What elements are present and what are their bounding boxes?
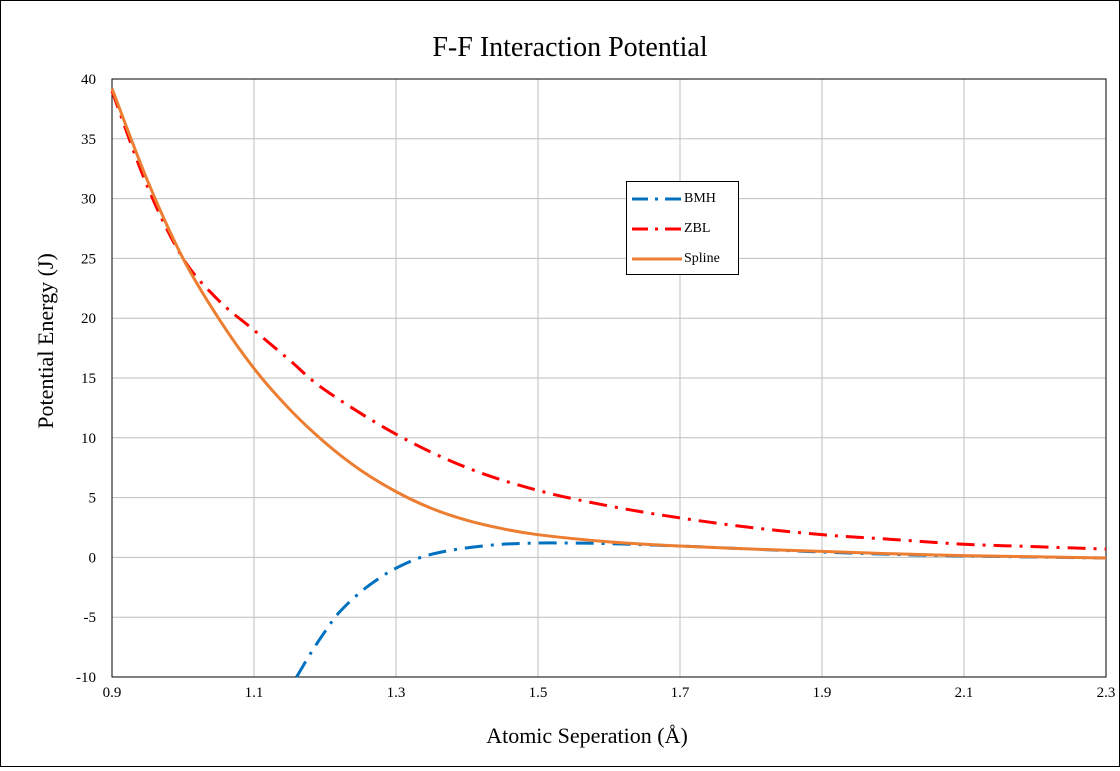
- legend: BMH ZBL Spline: [626, 181, 739, 275]
- x-tick-label: 1.1: [245, 685, 264, 701]
- series-line-spline: [110, 88, 1107, 560]
- x-tick-label: 2.1: [955, 685, 974, 701]
- legend-label-zbl: ZBL: [684, 221, 711, 236]
- chart-title: F-F Interaction Potential: [432, 32, 708, 63]
- y-tick-label: 0: [89, 550, 97, 566]
- x-tick-label: 2.3: [1097, 685, 1116, 701]
- legend-swatch-spline: [632, 257, 682, 261]
- x-tick-label: 1.5: [529, 685, 548, 701]
- y-tick-label: 20: [81, 311, 96, 327]
- y-tick-label: -10: [76, 670, 96, 686]
- plot-area-border: [111, 78, 1107, 678]
- y-tick-label: 5: [89, 491, 97, 507]
- y-axis-label: Potential Energy (J): [33, 253, 58, 429]
- grid-lines: [111, 78, 1107, 678]
- legend-swatch-bmh: [632, 197, 682, 201]
- y-tick-label: 15: [81, 371, 96, 387]
- x-tick-label: 1.7: [671, 685, 690, 701]
- y-tick-label: 40: [81, 72, 96, 88]
- x-tick-label: 0.9: [103, 685, 122, 701]
- legend-item-zbl: ZBL: [627, 215, 738, 243]
- series-line-zbl: [110, 90, 1107, 551]
- y-tick-label: 30: [81, 192, 96, 208]
- x-tick-label: 1.3: [387, 685, 406, 701]
- y-tick-label: 25: [81, 251, 96, 267]
- series-line-bmh: [295, 541, 1107, 678]
- y-tick-label: 35: [81, 132, 96, 148]
- legend-item-bmh: BMH: [627, 185, 738, 213]
- legend-label-spline: Spline: [684, 251, 720, 266]
- legend-label-bmh: BMH: [684, 191, 716, 206]
- x-axis-ticks: 0.9 1.1 1.3 1.5 1.7 1.9 2.1 2.3: [103, 685, 1116, 701]
- x-axis-label: Atomic Seperation (Å): [486, 723, 688, 748]
- y-tick-label: -5: [84, 610, 97, 626]
- x-tick-label: 1.9: [813, 685, 832, 701]
- legend-swatch-zbl: [632, 227, 682, 231]
- y-tick-label: 10: [81, 431, 96, 447]
- y-axis-ticks: -10 -5 0 5 10 15 20 25 30 35 40: [76, 72, 96, 686]
- series-lines: [110, 88, 1107, 678]
- legend-item-spline: Spline: [627, 245, 738, 273]
